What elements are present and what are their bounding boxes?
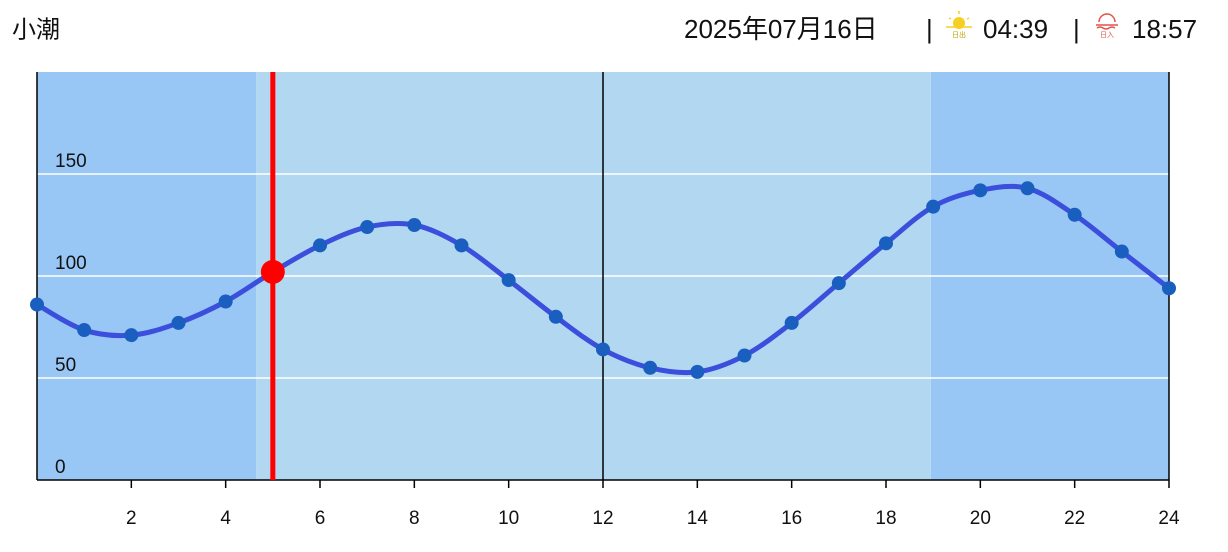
tide-name: 小潮 [12,16,60,43]
x-tick-label: 14 [687,508,709,529]
tide-point [973,183,988,198]
tide-point [1162,281,1176,296]
x-tick-label: 8 [409,508,420,529]
x-tick-label: 2 [126,508,137,529]
separator: | [926,14,933,44]
x-tick-label: 10 [498,508,519,529]
header-info: 2025年07月16日 | 日出 04:39 | 日入 18:57 [684,11,1197,44]
x-tick-label: 24 [1158,508,1180,529]
x-tick-label: 18 [875,508,896,529]
x-tick-label: 12 [592,508,613,529]
tide-point [784,315,799,330]
y-tick-label: 0 [55,457,66,478]
tide-point [596,342,610,357]
tide-point [124,328,139,343]
tide-point [218,294,233,309]
date: 2025年07月16日 [684,14,878,44]
tide-point [360,220,375,235]
tide-point [30,297,44,312]
y-tick-label: 50 [55,355,76,376]
x-tick-label: 6 [315,508,326,529]
tide-point [313,238,327,253]
tide-point [548,309,563,324]
tide-point [407,218,422,232]
tide-point [171,315,186,330]
tide-point [1067,207,1082,222]
tide-point [1114,244,1129,259]
x-tick-label: 16 [781,508,802,529]
tide-point [77,323,92,338]
tide-point [879,236,893,251]
sunrise-icon-label: 日出 [952,30,966,39]
sunset-icon-label: 日入 [1100,31,1114,39]
sunset-icon: 日入 [1096,13,1118,39]
current-point [260,259,285,284]
tide-point [737,348,752,363]
tide-point [1020,181,1035,196]
y-tick-label: 150 [55,151,87,172]
sunrise-icon: 日出 [946,11,972,39]
separator: | [1073,14,1080,44]
x-tick-label: 4 [220,508,231,529]
y-tick-label: 100 [55,253,87,274]
tide-point [926,199,941,214]
tide-point [690,364,705,379]
tide-point [501,273,516,288]
sunset-time: 18:57 [1132,14,1197,44]
x-tick-label: 20 [970,508,991,529]
sunrise-time: 04:39 [983,14,1048,44]
tide-point [454,238,469,253]
x-tick-label: 22 [1064,508,1085,529]
tide-point [643,360,658,375]
tide-point [831,276,846,291]
